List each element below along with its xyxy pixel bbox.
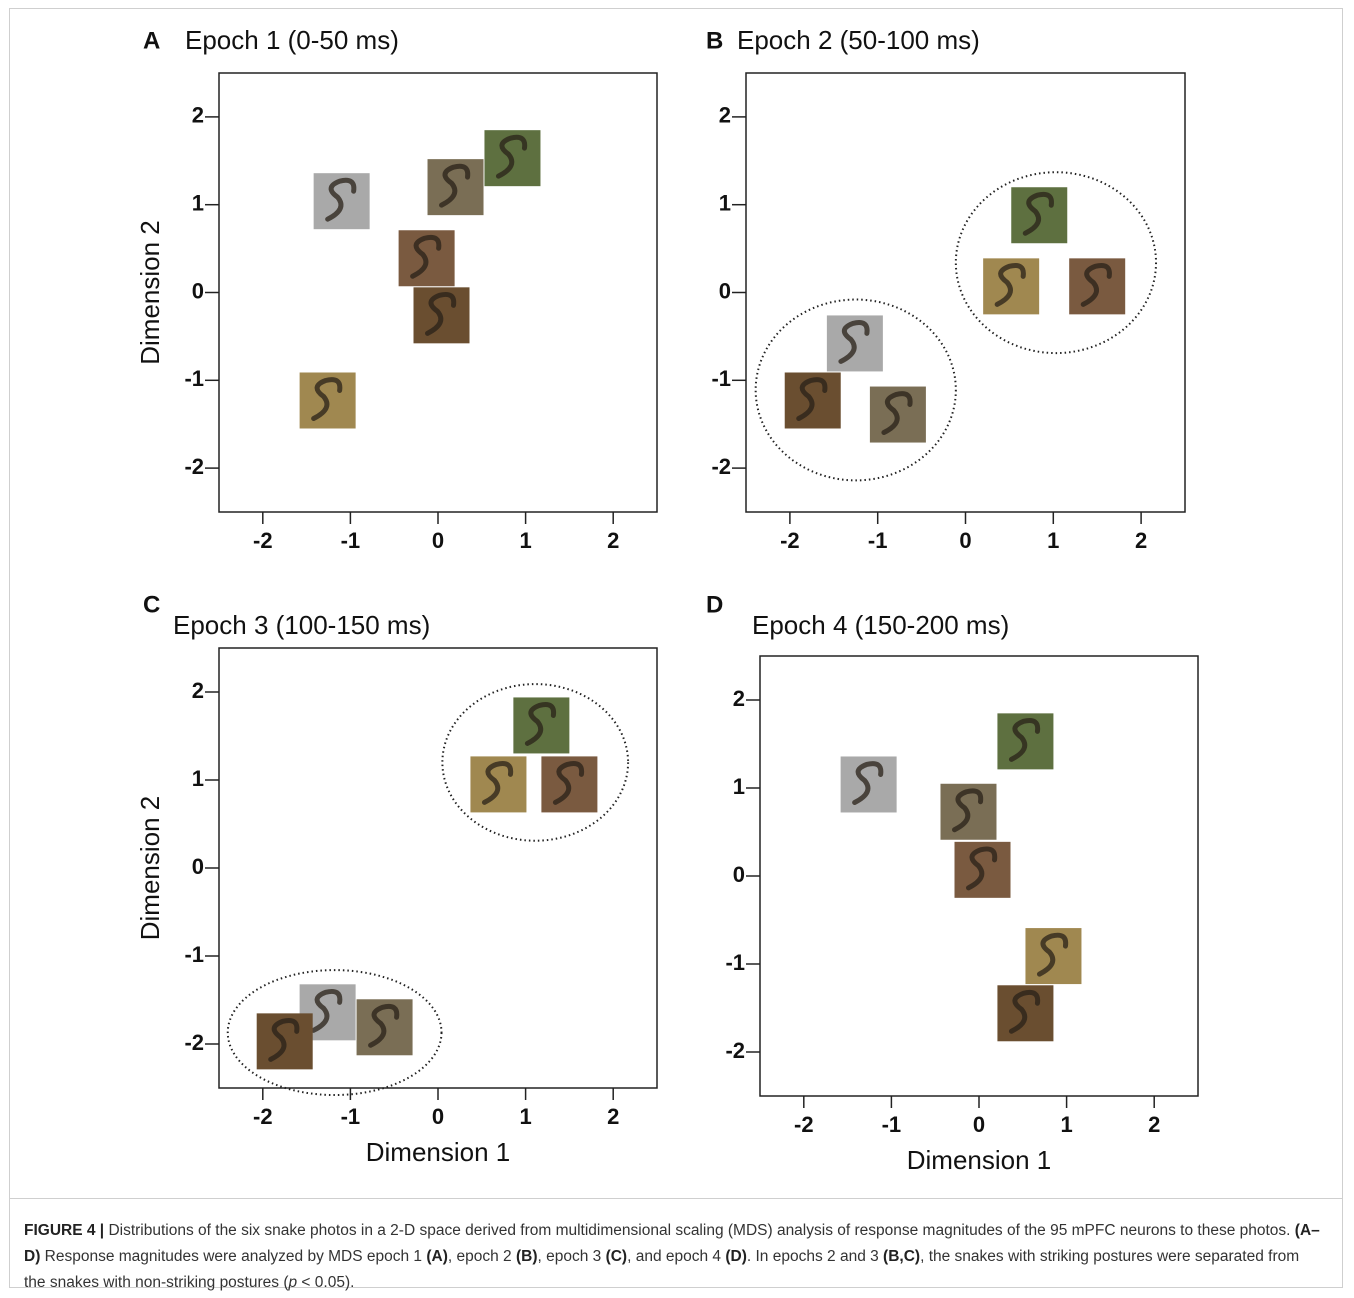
x-tick-label: -1 xyxy=(341,528,361,553)
caption-run: , epoch 3 xyxy=(538,1248,606,1265)
x-tick-label: 1 xyxy=(519,1104,531,1129)
y-tick-label: -2 xyxy=(184,1030,204,1055)
y-tick-label: 2 xyxy=(733,686,745,711)
x-tick-label: 0 xyxy=(959,528,971,553)
snake-photo xyxy=(827,315,883,371)
caption-run: p xyxy=(288,1274,297,1291)
figure: A Epoch 1 (0-50 ms) -2 -1 0 1 2 -2 -1 0 1 2 Dimensio… xyxy=(0,0,1354,1298)
y-tick-label: 2 xyxy=(192,103,204,128)
snake-photo xyxy=(257,1013,313,1069)
y-tick-label: -1 xyxy=(184,366,204,391)
snake-photo xyxy=(870,387,926,443)
caption-separator xyxy=(9,1198,1343,1199)
snake-photo xyxy=(955,842,1011,898)
snake-photo xyxy=(841,756,897,812)
y-tick-label: -2 xyxy=(725,1038,745,1063)
snake-photo xyxy=(357,999,413,1055)
y-tick-label: 0 xyxy=(733,862,745,887)
snake-photo xyxy=(399,230,455,286)
y-axis-label: Dimension 2 xyxy=(135,220,165,365)
y-axis-label: Dimension 2 xyxy=(135,796,165,941)
caption-run: (A) xyxy=(426,1248,448,1265)
caption-run: . In epochs 2 and 3 xyxy=(747,1248,883,1265)
x-tick-label: 2 xyxy=(607,528,619,553)
x-tick-label: -2 xyxy=(794,1112,814,1137)
y-tick-label: 2 xyxy=(192,678,204,703)
snake-photo xyxy=(997,713,1053,769)
x-tick-label: 2 xyxy=(607,1104,619,1129)
x-axis-label: Dimension 1 xyxy=(907,1145,1052,1175)
x-tick-label: 1 xyxy=(1047,528,1059,553)
snake-photo xyxy=(513,697,569,753)
y-tick-label: 0 xyxy=(192,854,204,879)
x-tick-label: -1 xyxy=(341,1104,361,1129)
y-tick-label: 1 xyxy=(719,191,731,216)
snake-photo xyxy=(414,287,470,343)
caption-run: FIGURE 4 | xyxy=(24,1222,108,1239)
x-tick-label: -1 xyxy=(868,528,888,553)
x-tick-label: 1 xyxy=(519,528,531,553)
x-tick-label: -2 xyxy=(253,528,273,553)
snake-photo xyxy=(541,756,597,812)
panel-letter: B xyxy=(706,27,723,54)
panel-title: Epoch 4 (150-200 ms) xyxy=(752,610,1009,640)
caption-run: (D) xyxy=(725,1248,747,1265)
x-tick-label: 0 xyxy=(973,1112,985,1137)
caption: FIGURE 4 | Distributions of the six snak… xyxy=(24,1218,1324,1296)
caption-run: (B,C) xyxy=(883,1248,920,1265)
x-tick-label: 0 xyxy=(432,1104,444,1129)
caption-run: , epoch 2 xyxy=(448,1248,516,1265)
snake-photo xyxy=(1069,258,1125,314)
y-tick-label: -2 xyxy=(184,454,204,479)
y-tick-label: -2 xyxy=(711,454,731,479)
y-tick-label: -1 xyxy=(725,950,745,975)
snake-photo xyxy=(1011,187,1067,243)
snake-photo xyxy=(940,784,996,840)
snake-photo xyxy=(785,372,841,428)
snake-photo xyxy=(314,173,370,229)
snake-photo xyxy=(484,130,540,186)
caption-run: Response magnitudes were analyzed by MDS… xyxy=(40,1248,426,1265)
caption-run: Distributions of the six snake photos in… xyxy=(108,1222,1294,1239)
panel-letter: D xyxy=(706,591,723,618)
x-tick-label: -2 xyxy=(253,1104,273,1129)
panel-letter: A xyxy=(143,27,160,54)
panel-title: Epoch 1 (0-50 ms) xyxy=(185,25,399,55)
x-tick-label: -1 xyxy=(882,1112,902,1137)
y-tick-label: 1 xyxy=(192,191,204,216)
caption-run: , and epoch 4 xyxy=(627,1248,725,1265)
caption-run: (C) xyxy=(606,1248,628,1265)
y-tick-label: 0 xyxy=(719,278,731,303)
x-tick-label: 2 xyxy=(1135,528,1147,553)
x-tick-label: 2 xyxy=(1148,1112,1160,1137)
snake-photo xyxy=(1025,928,1081,984)
panel-letter: C xyxy=(143,591,160,618)
snake-photo xyxy=(428,159,484,215)
y-tick-label: -1 xyxy=(184,942,204,967)
caption-run: (B) xyxy=(516,1248,538,1265)
y-tick-label: 1 xyxy=(733,774,745,799)
y-tick-label: 2 xyxy=(719,103,731,128)
y-tick-label: 1 xyxy=(192,766,204,791)
charts: A Epoch 1 (0-50 ms) -2 -1 0 1 2 -2 -1 0 1 2 Dimensio… xyxy=(0,0,1354,1196)
panel-title: Epoch 3 (100-150 ms) xyxy=(173,610,430,640)
snake-photo xyxy=(470,756,526,812)
panel-title: Epoch 2 (50-100 ms) xyxy=(737,25,980,55)
x-tick-label: 0 xyxy=(432,528,444,553)
x-tick-label: -2 xyxy=(780,528,800,553)
caption-run: < 0.05). xyxy=(297,1274,354,1291)
y-tick-label: 0 xyxy=(192,278,204,303)
snake-photo xyxy=(983,258,1039,314)
snake-photo xyxy=(300,372,356,428)
x-axis-label: Dimension 1 xyxy=(366,1137,511,1167)
y-tick-label: -1 xyxy=(711,366,731,391)
x-tick-label: 1 xyxy=(1060,1112,1072,1137)
snake-photo xyxy=(997,985,1053,1041)
